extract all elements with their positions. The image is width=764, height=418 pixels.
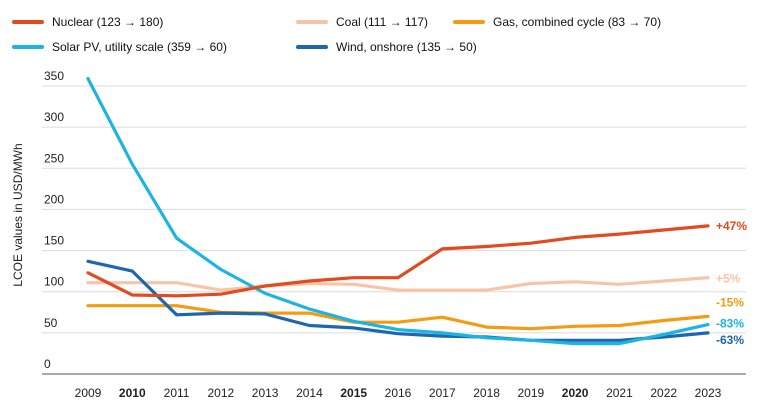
x-tick-label: 2022 <box>650 386 677 400</box>
y-tick-label: 50 <box>44 316 58 330</box>
x-tick-label: 2020 <box>562 386 589 400</box>
x-tick-label: 2013 <box>252 386 279 400</box>
end-label: +47% <box>716 219 747 233</box>
end-label: -63% <box>716 333 744 347</box>
x-tick-label: 2019 <box>518 386 545 400</box>
legend-label: Wind, onshore (135 → 50) <box>336 40 477 54</box>
x-tick-label: 2015 <box>340 386 367 400</box>
y-tick-label: 150 <box>44 234 64 248</box>
end-label: +5% <box>716 272 741 286</box>
legend-label: Gas, combined cycle (83 → 70) <box>493 15 661 29</box>
x-tick-label: 2017 <box>429 386 456 400</box>
y-tick-label: 350 <box>44 69 64 83</box>
x-tick-label: 2021 <box>606 386 633 400</box>
x-tick-label: 2012 <box>208 386 235 400</box>
legend: Nuclear (123 → 180) Coal (111 → 117) Gas, … <box>12 15 661 54</box>
y-tick-label: 250 <box>44 151 64 165</box>
y-tick-label: 200 <box>44 192 64 206</box>
x-tick-labels: 2009 2010 2011 2012 2013 2014 2015 2016 2017 2018… <box>75 386 722 400</box>
series-lines <box>86 76 710 346</box>
x-tick-label: 2014 <box>296 386 323 400</box>
series-line-2 <box>86 304 710 331</box>
x-tick-label: 2018 <box>473 386 500 400</box>
series-line-3 <box>86 76 710 346</box>
series-line-0 <box>86 224 710 298</box>
x-tick-label: 2010 <box>119 386 146 400</box>
x-tick-label: 2016 <box>385 386 412 400</box>
y-axis-label: LCOE values in USD/MWh <box>11 143 25 286</box>
legend-label: Coal (111 → 117) <box>336 15 428 29</box>
legend-label: Solar PV, utility scale (359 → 60) <box>52 40 227 54</box>
y-tick-label: 300 <box>44 110 64 124</box>
series-line-4 <box>86 259 710 342</box>
x-tick-label: 2023 <box>695 386 722 400</box>
series-line-1 <box>86 276 710 292</box>
grid-lines <box>42 85 746 375</box>
y-tick-labels: 0 50 100 150 200 250 300 350 <box>44 69 64 371</box>
end-label: -83% <box>716 317 744 331</box>
end-labels: +47% +5% -15% -83% -63% <box>716 219 747 347</box>
y-tick-label: 0 <box>44 357 51 371</box>
end-label: -15% <box>716 295 744 309</box>
legend-label: Nuclear (123 → 180) <box>52 15 163 29</box>
x-tick-label: 2011 <box>164 386 190 400</box>
y-tick-label: 100 <box>44 275 64 289</box>
x-tick-label: 2009 <box>75 386 102 400</box>
